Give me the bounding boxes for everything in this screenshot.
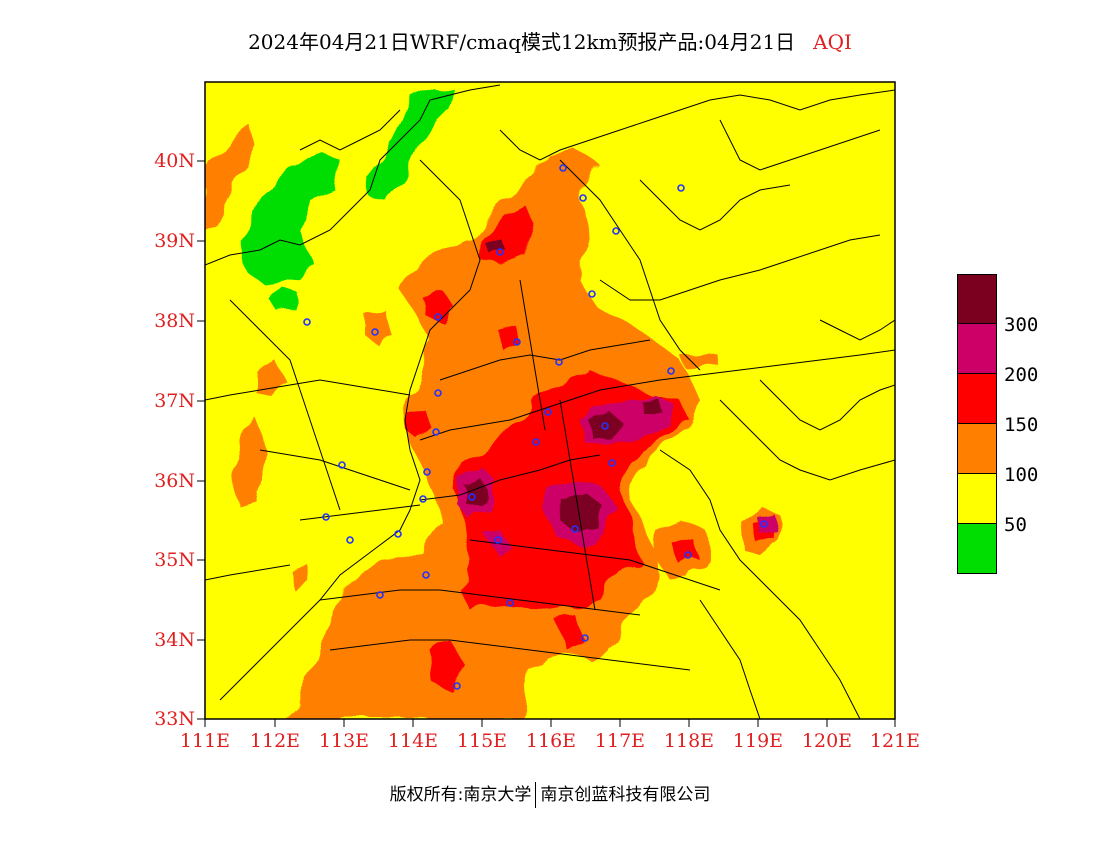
map-title: 2024年04月21日WRF/cmaq模式12km预报产品:04月21日 AQI bbox=[0, 26, 1100, 55]
lon-label-116e: 116E bbox=[525, 730, 577, 752]
magenta-4 bbox=[485, 530, 508, 552]
maroon-3 bbox=[588, 412, 625, 440]
color-legend bbox=[957, 274, 997, 574]
lon-label-118e: 118E bbox=[663, 730, 715, 752]
lon-label-112e: 112E bbox=[249, 730, 301, 752]
orange-small-3 bbox=[290, 565, 312, 592]
copyright-footer: 版权所有:南京大学 南京创蓝科技有限公司 bbox=[0, 780, 1100, 808]
orange-small-1 bbox=[255, 360, 285, 395]
red-small-1 bbox=[425, 290, 452, 320]
copyright-company: 南京创蓝科技有限公司 bbox=[540, 785, 711, 805]
lon-label-115e: 115E bbox=[456, 730, 508, 752]
red-small-2 bbox=[430, 645, 465, 690]
legend-swatch-orange bbox=[957, 424, 997, 474]
city-markers bbox=[303, 164, 768, 690]
lon-label-114e: 114E bbox=[387, 730, 439, 752]
lat-label-35n: 35N bbox=[154, 549, 195, 571]
red-small-5 bbox=[555, 615, 585, 648]
legend-label-150: 150 bbox=[1004, 414, 1039, 436]
magenta-5 bbox=[755, 512, 776, 534]
footer-divider bbox=[535, 782, 537, 808]
legend-label-200: 200 bbox=[1004, 364, 1039, 386]
lat-label-34n: 34N bbox=[154, 629, 195, 651]
lat-label-37n: 37N bbox=[154, 390, 195, 412]
lon-label-121e: 121E bbox=[869, 730, 921, 752]
lat-label-38n: 38N bbox=[154, 310, 195, 332]
title-variable: AQI bbox=[813, 30, 852, 54]
admin-boundaries bbox=[205, 84, 895, 719]
aqi-field bbox=[205, 82, 895, 719]
copyright-owner: 版权所有:南京大学 bbox=[389, 785, 532, 805]
green-region-small bbox=[270, 290, 300, 312]
red-small-6 bbox=[672, 538, 698, 565]
lon-label-113e: 113E bbox=[318, 730, 370, 752]
legend-swatch-red bbox=[957, 374, 997, 424]
orange-west-north bbox=[205, 125, 255, 230]
green-region-north2 bbox=[365, 85, 455, 200]
orange-small-4 bbox=[680, 352, 718, 368]
green-region-north bbox=[240, 150, 340, 285]
lat-label-33n: 33N bbox=[154, 708, 195, 730]
legend-label-100: 100 bbox=[1004, 464, 1039, 486]
lat-label-39n: 39N bbox=[154, 230, 195, 252]
lon-label-120e: 120E bbox=[801, 730, 853, 752]
maroon-2 bbox=[560, 492, 602, 533]
lon-label-117e: 117E bbox=[594, 730, 646, 752]
lat-label-36n: 36N bbox=[154, 470, 195, 492]
lat-label-40n: 40N bbox=[154, 150, 195, 172]
lon-label-111e: 111E bbox=[179, 730, 231, 752]
orange-west-mid bbox=[235, 420, 265, 505]
legend-label-300: 300 bbox=[1004, 314, 1039, 336]
legend-swatch-magenta bbox=[957, 324, 997, 374]
legend-swatch-yellow bbox=[957, 474, 997, 524]
maroon-4 bbox=[640, 398, 662, 415]
lon-label-119e: 119E bbox=[732, 730, 784, 752]
legend-label-50: 50 bbox=[1004, 514, 1027, 536]
red-small-3 bbox=[408, 410, 432, 440]
axis-ticks bbox=[197, 160, 896, 727]
title-text: 2024年04月21日WRF/cmaq模式12km预报产品:04月21日 bbox=[248, 30, 796, 54]
legend-swatch-green bbox=[957, 524, 997, 574]
legend-swatch-maroon bbox=[957, 274, 997, 324]
orange-small-2 bbox=[365, 310, 392, 345]
